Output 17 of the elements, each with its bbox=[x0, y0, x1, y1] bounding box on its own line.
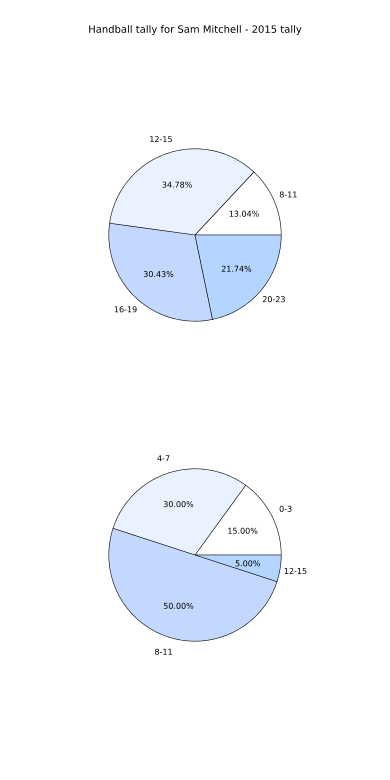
slice-label: 0-3 bbox=[280, 506, 292, 512]
data-label: 15.00% bbox=[228, 528, 258, 534]
data-label: 21.74% bbox=[222, 266, 252, 272]
data-label: 5.00% bbox=[236, 560, 260, 566]
slice-label: 4-7 bbox=[157, 455, 170, 462]
slice-label: 8-11 bbox=[280, 191, 297, 198]
slice-label: 8-11 bbox=[155, 648, 172, 655]
chart-title: Handball tally for Sam Mitchell - 2015 tally bbox=[89, 25, 302, 35]
slice-label: 20-23 bbox=[262, 296, 285, 302]
data-label: 13.04% bbox=[230, 210, 259, 217]
slice-label: 16-19 bbox=[114, 306, 137, 312]
slice-label: 12-15 bbox=[150, 136, 172, 142]
slice-label: 12-15 bbox=[284, 568, 306, 574]
data-label: 30.43% bbox=[144, 271, 174, 278]
data-label: 50.00% bbox=[164, 602, 194, 609]
data-label: 34.78% bbox=[162, 182, 192, 188]
data-label: 30.00% bbox=[164, 501, 194, 508]
